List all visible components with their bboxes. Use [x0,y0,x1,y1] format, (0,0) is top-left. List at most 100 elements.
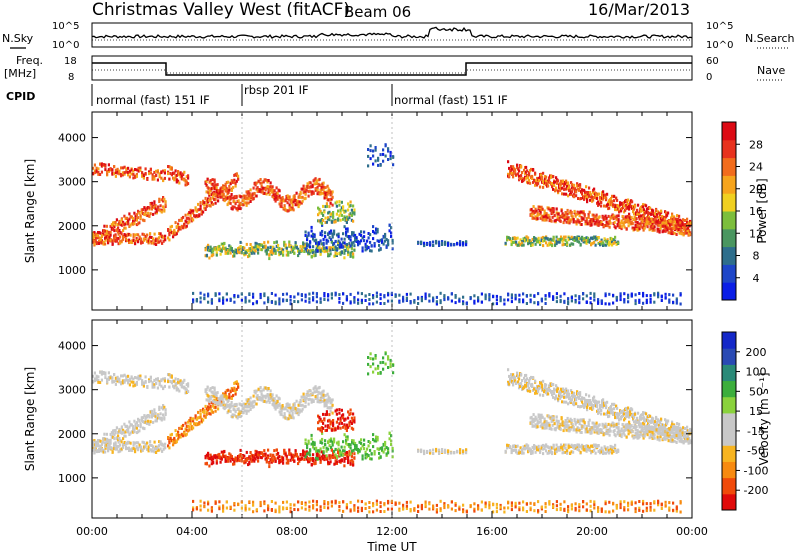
power-cell [515,241,517,244]
power-cell [593,295,595,298]
velocity-cell [265,453,267,456]
power-cell [361,299,363,302]
velocity-cell [188,425,190,428]
velocity-cell [150,420,152,423]
power-cell [342,292,344,295]
power-cell [317,186,319,189]
velocity-cell [94,451,96,454]
power-cell [296,192,298,195]
power-cell [308,301,310,304]
power-cell [171,167,173,170]
power-cell [611,195,613,198]
power-cell [435,241,437,244]
velocity-cell [282,462,284,465]
power-cell [300,191,302,194]
power-cell [623,301,625,304]
velocity-cell [153,408,155,411]
velocity-cell [303,393,305,396]
power-cell [270,181,272,184]
power-cell [367,164,369,167]
power-cell [656,213,658,216]
velocity-cell [323,390,325,393]
power-cell [212,253,214,256]
power-cell [94,240,96,243]
power-cell [157,179,159,182]
power-cell [293,296,295,299]
power-cell [367,148,369,151]
nave-trace [92,70,692,73]
velocity-cell [213,400,215,403]
power-cell [627,296,629,299]
power-cell [511,296,513,299]
power-cell [572,243,574,246]
velocity-cell [320,447,322,450]
power-cell [160,204,162,207]
power-cell [644,219,646,222]
power-cell [236,195,238,198]
cpid-segment-3: normal (fast) 151 IF [394,93,508,107]
power-cell [342,245,344,248]
power-cell [282,298,284,301]
power-cell [684,219,686,222]
power-cell [362,250,364,253]
velocity-cell [310,394,312,397]
power-cell [175,169,177,172]
power-cell [291,201,293,204]
velocity-cell [149,440,151,443]
velocity-cell [222,394,224,397]
power-cell [647,225,649,228]
power-cell [94,164,96,167]
power-cell [275,294,277,297]
velocity-cell [212,411,214,414]
power-cell [301,298,303,301]
power-cell [200,292,202,295]
velocity-cell [222,398,224,401]
power-cell [659,231,661,234]
velocity-cell [336,460,338,463]
power-cell [235,202,237,205]
power-cell [649,207,651,210]
power-cell [423,242,425,245]
velocity-cell [238,407,240,410]
power-cell [143,219,145,222]
power-cell [321,230,323,233]
power-cell [680,294,682,297]
power-cell [338,235,340,238]
power-cell [351,214,353,217]
power-cell [269,193,271,196]
power-cell [682,223,684,226]
velocity-cell [300,453,302,456]
power-cell [596,214,598,217]
power-cell [297,300,299,303]
power-cell [305,295,307,298]
power-cell [301,249,303,252]
power-cell [547,184,549,187]
power-cell [527,236,529,239]
power-cell [113,229,115,232]
power-cell [556,292,558,295]
power-cell [357,302,359,305]
velocity-cell [238,459,240,462]
power-cell [119,236,121,239]
power-cell [258,180,260,183]
power-cell [503,299,505,302]
power-cell [308,293,310,296]
power-cell [593,188,595,191]
power-cell [654,212,656,215]
power-cell [346,221,348,224]
nsky-tick-high: 10^5 [52,21,79,32]
power-cell [287,201,289,204]
power-cell [653,292,655,295]
power-cell [575,294,577,297]
power-cell [146,178,148,181]
power-cell [336,205,338,208]
power-cell [638,292,640,295]
power-cell [538,237,540,240]
power-cell [387,243,389,246]
power-cell [116,240,118,243]
power-cell [571,190,573,193]
power-cell [321,234,323,237]
power-cell [320,192,322,195]
power-cell [462,296,464,299]
power-cell [520,174,522,177]
